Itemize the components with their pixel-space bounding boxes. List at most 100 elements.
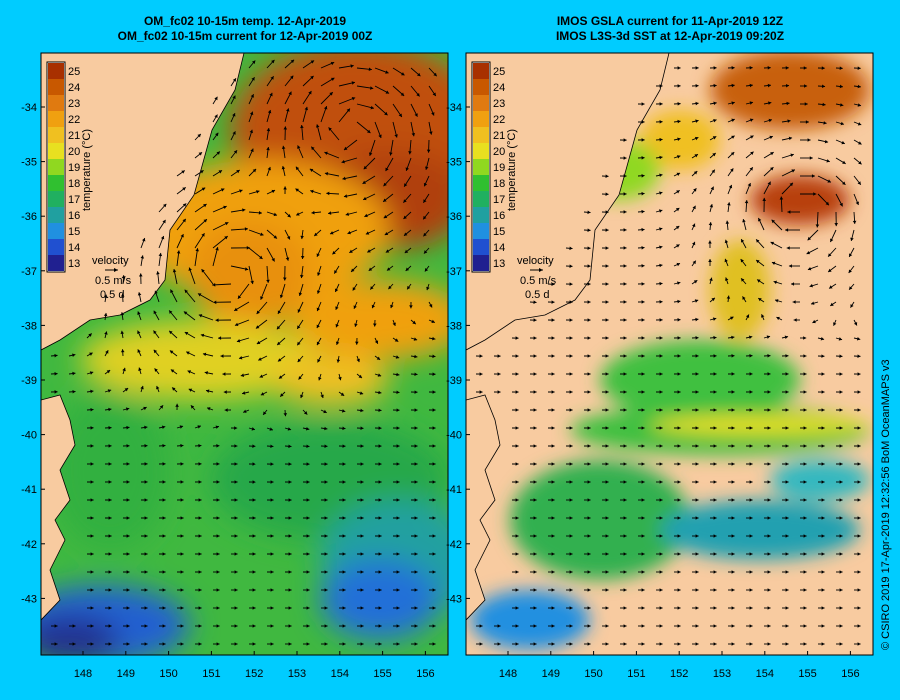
left-colorbar-swatch [48,143,64,159]
left-velocity-label: velocity [92,255,129,267]
left-lon-tick-label: 152 [245,668,263,680]
left-colorbar-tick: 13 [68,258,80,270]
right-colorbar-tick: 16 [493,210,505,222]
left-current-arrow [194,248,199,267]
left-colorbar-swatch [48,127,64,143]
right-colorbar-swatch [473,239,489,255]
right-colorbar-tick: 14 [493,242,505,254]
left-lat-tick-label: -34 [21,102,37,114]
right-colorbar-tick: 13 [493,258,505,270]
left-lon-tick-label: 155 [373,668,391,680]
left-colorbar-swatch [48,175,64,191]
left-lat-tick-label: -43 [21,593,37,605]
left-colorbar-tick: 22 [68,114,80,126]
right-velocity-time: 0.5 d [525,289,549,301]
right-colorbar-swatch [473,127,489,143]
left-title-line1: OM_fc02 10-15m temp. 12-Apr-2019 [143,14,347,28]
right-velocity-legend: velocity 0.5 m/s 0.5 d [517,255,557,301]
right-colorbar-tick: 17 [493,194,505,206]
left-colorbar-tick: 17 [68,194,80,206]
left-velocity-legend: velocity 0.5 m/s 0.5 d [92,255,132,301]
left-current-arrow [201,268,214,285]
right-lon-tick-label: 154 [756,668,774,680]
right-lon-tick-label: 156 [841,668,859,680]
left-title-line2: OM_fc02 10-15m current for 12-Apr-2019 0… [117,29,373,43]
left-panel-title: OM_fc02 10-15m temp. 12-Apr-2019 OM_fc02… [75,14,415,44]
left-colorbar-swatch [48,191,64,207]
left-current-arrow [212,247,219,267]
left-current-arrows [50,59,438,646]
left-colorbar-tick: 14 [68,242,80,254]
right-title-line1: IMOS GSLA current for 11-Apr-2019 12Z [556,14,784,28]
right-colorbar-tick: 20 [493,146,505,158]
right-colorbar-tick: 15 [493,226,505,238]
right-lon-tick-label: 152 [670,668,688,680]
left-colorbar-swatch [48,111,64,127]
right-lat-tick-label: -43 [446,593,462,605]
left-colorbar-swatch [48,255,64,271]
right-colorbar-swatch [473,63,489,79]
right-lon-tick-label: 150 [584,668,602,680]
left-colorbar-swatch [48,239,64,255]
left-lat-tick-label: -39 [21,375,37,387]
left-colorbar-tick: 18 [68,178,80,190]
right-colorbar-swatch [473,95,489,111]
left-colorbar-tick: 24 [68,82,80,94]
left-lon-tick-label: 150 [159,668,177,680]
left-colorbar-tick: 25 [68,66,80,78]
right-colorbar-swatch [473,207,489,223]
left-colorbar-swatch [48,95,64,111]
right-lat-tick-label: -37 [446,266,462,278]
right-colorbar-swatch [473,175,489,191]
left-current-arrow [248,265,254,285]
right-current-arrows [475,65,862,646]
right-map-panel [466,53,873,655]
credit-text: © CSIRO 2019 17-Apr-2019 12:32:56 BoM Oc… [880,359,892,650]
left-colorbar-swatch [48,79,64,95]
right-colorbar-swatch [473,111,489,127]
left-lon-tick-label: 149 [117,668,135,680]
right-lat-tick-label: -41 [446,484,462,496]
left-current-arrow [212,235,229,249]
right-colorbar: 25 24 23 22 21 20 19 18 17 16 15 14 13 temperature (… [471,61,518,273]
left-colorbar-tick: 21 [68,130,80,142]
left-colorbar: 25 24 23 22 21 20 19 18 17 16 15 14 13 temperature (… [46,61,93,273]
left-lon-tick-label: 153 [288,668,306,680]
left-colorbar-swatch [48,223,64,239]
right-lon-tick-label: 151 [627,668,645,680]
left-lat-tick-label: -41 [21,484,37,496]
right-colorbar-swatch [473,255,489,271]
left-lat-tick-label: -42 [21,539,37,551]
right-colorbar-tick: 22 [493,114,505,126]
right-lat-tick-label: -40 [446,430,462,442]
left-lon-tick-label: 151 [202,668,220,680]
left-velocity-scale: 0.5 m/s [95,275,132,287]
right-colorbar-tick: 21 [493,130,505,142]
right-panel-title: IMOS GSLA current for 11-Apr-2019 12Z IM… [500,14,840,44]
left-colorbar-tick: 19 [68,162,80,174]
latitude-axis: -34 -34 -35 -35 -36 -36 -37 -37 -38 -38 -39 -39 -40 -… [21,102,470,605]
right-lon-tick-label: 155 [798,668,816,680]
left-lon-tick-label: 154 [331,668,349,680]
right-lon-tick-label: 149 [542,668,560,680]
right-lat-tick-label: -36 [446,211,462,223]
right-lon-tick-label: 148 [499,668,517,680]
right-title-line2: IMOS L3S-3d SST at 12-Apr-2019 09:20Z [555,29,785,43]
right-colorbar-tick: 24 [493,82,505,94]
right-colorbar-swatch [473,223,489,239]
right-colorbar-swatch [473,159,489,175]
right-lat-tick-label: -38 [446,320,462,332]
left-lat-tick-label: -36 [21,211,37,223]
left-lat-tick-label: -38 [21,320,37,332]
right-colorbar-swatch [473,191,489,207]
left-colorbar-tick: 15 [68,226,80,238]
left-colorbar-tick: 16 [68,210,80,222]
right-lat-tick-label: -42 [446,539,462,551]
left-colorbar-label: temperature (°C) [81,129,93,211]
left-colorbar-tick: 20 [68,146,80,158]
left-colorbar-swatch [48,207,64,223]
left-lon-tick-label: 156 [416,668,434,680]
right-lat-tick-label: -35 [446,157,462,169]
right-lat-tick-label: -34 [446,102,462,114]
